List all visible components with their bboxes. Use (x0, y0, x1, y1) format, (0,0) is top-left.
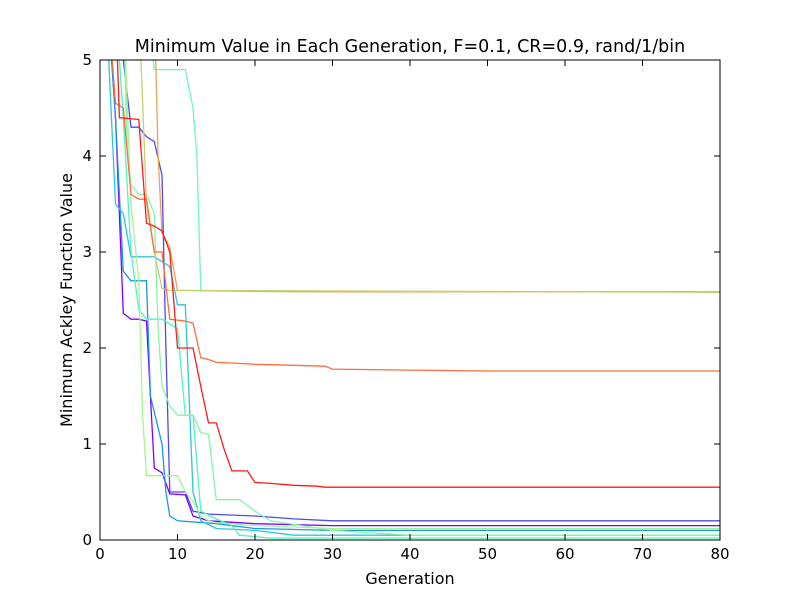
series-line-9 (155, 60, 720, 293)
y-tick-label: 5 (82, 51, 92, 69)
x-tick-label: 10 (168, 545, 187, 563)
x-tick-label: 20 (245, 545, 264, 563)
series-line-6 (124, 60, 720, 536)
x-tick-label: 0 (95, 545, 105, 563)
y-axis-ticks: 0 1 2 3 4 5 (82, 51, 720, 549)
y-tick-label: 4 (82, 147, 92, 165)
y-tick-label: 0 (82, 531, 92, 549)
series-line-11 (111, 60, 720, 372)
y-tick-label: 1 (82, 435, 92, 453)
x-tick-label: 70 (633, 545, 652, 563)
y-tick-label: 3 (82, 243, 92, 261)
x-tick-label: 60 (555, 545, 574, 563)
series-line-5 (118, 60, 720, 539)
y-axis-label: Minimum Ackley Function Value (57, 173, 76, 427)
x-tick-label: 50 (478, 545, 497, 563)
y-tick-label: 2 (82, 339, 92, 357)
x-axis-label: Generation (365, 569, 454, 588)
series-line-12 (116, 60, 720, 488)
x-axis-ticks: 0 10 20 30 40 50 60 70 80 (95, 60, 730, 563)
chart-title: Minimum Value in Each Generation, F=0.1,… (135, 37, 685, 57)
series-line-4 (108, 60, 720, 536)
series-line-2 (110, 60, 720, 527)
series-line-1 (122, 60, 720, 522)
series-line-10 (140, 60, 720, 293)
plot-frame (99, 59, 721, 541)
series-line-3 (110, 60, 720, 532)
x-tick-label: 40 (400, 545, 419, 563)
x-tick-label: 80 (710, 545, 729, 563)
series-line-7 (124, 60, 720, 530)
x-tick-label: 30 (323, 545, 342, 563)
series-layer (108, 60, 720, 539)
